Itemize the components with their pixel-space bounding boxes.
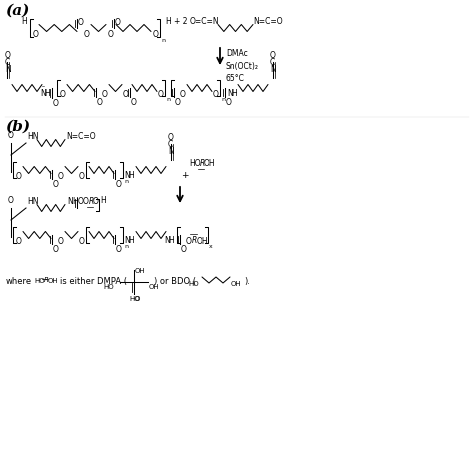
- Text: O: O: [213, 90, 219, 99]
- Text: O: O: [116, 245, 122, 254]
- Text: x: x: [209, 244, 213, 249]
- Text: N: N: [5, 65, 11, 74]
- Text: O: O: [53, 180, 59, 189]
- Text: O: O: [8, 196, 14, 205]
- Text: O: O: [175, 98, 181, 107]
- Text: N: N: [124, 171, 130, 180]
- Text: O: O: [16, 237, 22, 246]
- Text: O: O: [93, 197, 99, 206]
- Text: O: O: [83, 197, 89, 206]
- Text: where: where: [6, 277, 32, 286]
- Text: O: O: [84, 30, 90, 39]
- Text: O=C=N: O=C=N: [190, 17, 219, 26]
- Text: O: O: [5, 51, 11, 60]
- Text: O: O: [60, 90, 66, 99]
- Text: N: N: [40, 89, 46, 98]
- Text: H: H: [168, 236, 174, 245]
- Text: O: O: [168, 133, 174, 142]
- Text: HO: HO: [188, 281, 199, 287]
- Text: H: H: [44, 89, 50, 98]
- Text: O: O: [158, 90, 164, 99]
- Text: N=C=O: N=C=O: [253, 17, 283, 26]
- Text: is either DMPA (: is either DMPA (: [60, 277, 127, 286]
- Text: C: C: [168, 140, 173, 149]
- Text: O: O: [53, 99, 59, 108]
- Text: HO: HO: [129, 296, 140, 302]
- Text: H: H: [100, 196, 106, 205]
- Text: H: H: [165, 17, 171, 26]
- Text: n: n: [166, 97, 170, 102]
- Text: HN: HN: [27, 197, 38, 206]
- Text: N: N: [270, 65, 276, 74]
- Text: OH: OH: [204, 159, 216, 168]
- Text: HO: HO: [103, 284, 114, 290]
- Text: O: O: [53, 245, 59, 254]
- Text: O: O: [131, 98, 137, 107]
- Text: O: O: [16, 172, 22, 181]
- Text: DMAc
Sn(OCt)₂
65°C: DMAc Sn(OCt)₂ 65°C: [226, 49, 259, 83]
- Text: N: N: [227, 89, 233, 98]
- Text: H: H: [128, 236, 134, 245]
- Text: H: H: [128, 171, 134, 180]
- Text: O: O: [33, 30, 39, 39]
- Text: O: O: [153, 30, 159, 39]
- Text: O: O: [270, 51, 276, 60]
- Text: H: H: [21, 17, 27, 26]
- Text: O: O: [58, 237, 64, 246]
- Text: HN: HN: [27, 132, 38, 141]
- Text: N: N: [124, 236, 130, 245]
- Text: O: O: [116, 180, 122, 189]
- Text: O: O: [186, 237, 192, 246]
- Text: n: n: [161, 38, 165, 43]
- Text: O: O: [226, 98, 232, 107]
- Text: O: O: [123, 90, 129, 99]
- Text: + 2: + 2: [174, 17, 188, 26]
- Text: H: H: [72, 197, 78, 206]
- Text: (a): (a): [5, 4, 29, 18]
- Text: OH: OH: [231, 281, 242, 287]
- Text: O: O: [102, 90, 108, 99]
- Text: N=C=O: N=C=O: [66, 132, 96, 141]
- Text: O: O: [58, 172, 64, 181]
- Text: (b): (b): [5, 120, 30, 134]
- Text: +: +: [181, 171, 189, 180]
- Text: OH: OH: [197, 237, 209, 246]
- Text: N: N: [168, 147, 174, 156]
- Text: R: R: [89, 197, 94, 206]
- Text: O: O: [79, 237, 85, 246]
- Text: O: O: [8, 131, 14, 140]
- Text: HO: HO: [189, 159, 201, 168]
- Text: OH: OH: [48, 278, 59, 284]
- Text: R: R: [200, 159, 205, 168]
- Text: OH: OH: [135, 268, 146, 274]
- Text: O: O: [79, 172, 85, 181]
- Text: N: N: [67, 197, 73, 206]
- Text: OH: OH: [149, 284, 160, 290]
- Text: C: C: [270, 58, 275, 67]
- Text: N: N: [164, 236, 170, 245]
- Text: O: O: [180, 90, 186, 99]
- Text: R: R: [44, 277, 49, 283]
- Text: C: C: [5, 58, 10, 67]
- Text: O: O: [78, 197, 84, 206]
- Text: O: O: [97, 98, 103, 107]
- Text: O: O: [181, 245, 187, 254]
- Text: R: R: [192, 236, 197, 245]
- Text: O: O: [78, 18, 84, 27]
- Text: ).: ).: [244, 277, 250, 286]
- Text: n: n: [221, 97, 225, 102]
- Text: HO: HO: [34, 278, 45, 284]
- Text: O: O: [135, 296, 140, 302]
- Text: O: O: [108, 30, 114, 39]
- Text: ) or BDO (: ) or BDO (: [154, 277, 196, 286]
- Text: H: H: [231, 89, 237, 98]
- Text: O: O: [115, 18, 121, 27]
- Text: n: n: [124, 244, 128, 249]
- Text: n: n: [124, 179, 128, 184]
